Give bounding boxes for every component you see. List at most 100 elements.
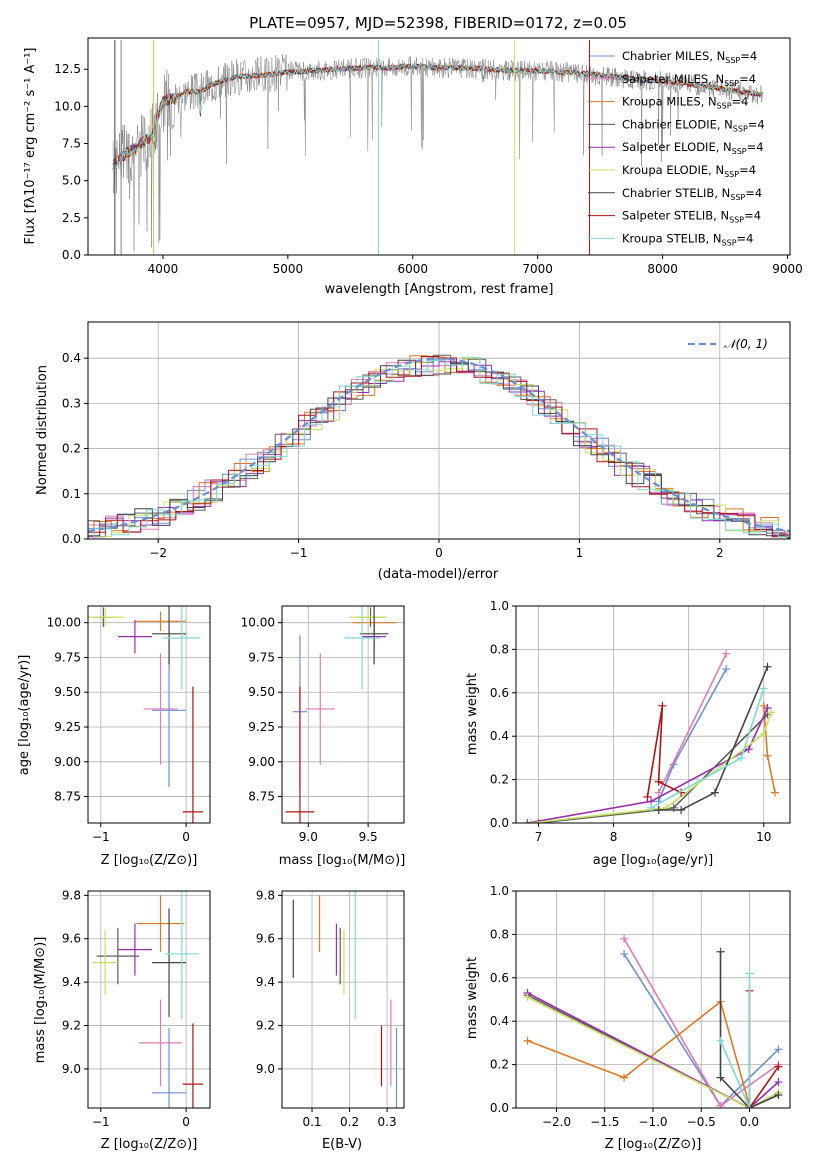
p-wZ-marks xyxy=(523,934,783,1108)
spectrum-panel: 4000 5000 6000 7000 8000 9000 0.0 2.5 5.0 7.5 10.0… xyxy=(23,37,803,297)
age-vs-metallicity-ylabel: age [log₁₀(age/yr)] xyxy=(17,655,32,776)
p-wZ-ticks: −2.0 −1.5 −1.0 −0.5 0.0 0.0 0.2 0.4 0.6 0.8 1.0 xyxy=(490,884,759,1129)
xtick-label: 9.0 xyxy=(299,830,318,844)
xtick-label: −1 xyxy=(92,1115,110,1129)
p-massZ-axes-frame xyxy=(87,890,211,1109)
errorbar-salpeter-miles xyxy=(305,653,335,765)
errorbar-kroupa-stelib xyxy=(344,606,381,690)
spectrum-xtick-label: 7000 xyxy=(522,262,553,276)
ytick-label: 9.0 xyxy=(62,1062,81,1076)
p-massZ-grid xyxy=(88,891,210,1108)
residual-ticks: −2 −1 0 1 2 0.0 0.1 0.2 0.3 0.4 xyxy=(62,351,724,560)
xtick-label: 0 xyxy=(182,830,190,844)
xtick-label: −2.0 xyxy=(542,1115,571,1129)
weight-marker xyxy=(716,947,725,956)
spectrum-ytick-label: 0.0 xyxy=(62,248,81,262)
residual-axes-frame xyxy=(87,321,791,540)
p-massE-ticks: 0.1 0.2 0.3 9.0 9.2 9.4 9.6 9.8 xyxy=(256,888,397,1129)
ytick-label: 1.0 xyxy=(490,884,509,898)
ytick-label: 9.8 xyxy=(62,888,81,902)
weight-marker xyxy=(737,753,746,762)
errorbar-kroupa-miles xyxy=(136,895,185,952)
weight-marker xyxy=(654,788,663,797)
weight-marker xyxy=(722,649,731,658)
weight-line-kroupa-elodie xyxy=(527,708,776,823)
xtick-label: 0 xyxy=(182,1115,190,1129)
spectrum-ytick-label: 10.0 xyxy=(54,99,81,113)
ytick-label: 0.6 xyxy=(490,686,509,700)
age-vs-mass-panel: 9.0 9.5 8.75 9.00 9.25 9.50 9.75 10.00 xyxy=(241,605,405,844)
residual-xlabel: (data-model)/error xyxy=(378,567,499,582)
xtick-label: 8 xyxy=(610,830,618,844)
spectrum-ytick-label: 7.5 xyxy=(62,137,81,151)
weight-vs-age-panel: 7 8 9 10 0.0 0.2 0.4 0.6 0.8 1.0 xyxy=(490,599,791,844)
p-wAge-marks xyxy=(523,649,779,823)
spectrum-xtick-label: 4000 xyxy=(148,262,179,276)
p-massE-axes-frame xyxy=(281,890,405,1109)
weight-marker xyxy=(763,703,772,712)
weight-marker xyxy=(647,803,656,812)
weight-line-kroupa-stelib xyxy=(647,684,768,812)
residual-hist-kroupa-stelib xyxy=(93,356,791,539)
ytick-label: 9.50 xyxy=(54,685,81,699)
ytick-label: 9.75 xyxy=(54,650,81,664)
weight-line-salpeter-stelib xyxy=(643,701,686,801)
errorbar-kroupa-elodie xyxy=(350,607,387,627)
spectrum-plot-area xyxy=(112,40,763,255)
residual-ylabel: Normed distribution xyxy=(35,365,50,495)
weight-vs-age-xlabel: age [log₁₀(age/yr)] xyxy=(593,853,714,868)
ytick-label: 0.0 xyxy=(490,1101,509,1115)
spectrum-ytick-label: 2.5 xyxy=(62,211,81,225)
p-massE-grid xyxy=(282,891,404,1108)
errorbar-salpeter-stelib xyxy=(182,686,204,823)
residual-ytick-label: 0.1 xyxy=(62,487,81,501)
ytick-label: 9.8 xyxy=(256,888,275,902)
spectrum-legend: Chabrier MILES, NSSP=4 Salpeter MILES, NS… xyxy=(588,49,765,247)
ytick-label: 0.2 xyxy=(490,1058,509,1072)
weight-line-salpeter-miles xyxy=(654,649,731,797)
mass-vs-ebv-xlabel: E(B-V) xyxy=(322,1137,362,1152)
ytick-label: 0.2 xyxy=(490,773,509,787)
weight-marker xyxy=(722,664,731,673)
errorbar-chabrier-miles xyxy=(151,1027,187,1108)
residual-hist-salpeter-miles xyxy=(87,361,791,539)
ytick-label: 0.0 xyxy=(490,816,509,830)
ytick-label: 10.00 xyxy=(241,616,275,630)
p-ageM-ticks: 9.0 9.5 8.75 9.00 9.25 9.50 9.75 10.00 xyxy=(241,616,378,844)
p-ageZ-marks xyxy=(88,606,204,823)
ytick-label: 9.75 xyxy=(248,650,275,664)
ytick-label: 9.25 xyxy=(54,720,81,734)
p-ageZ-ticks: −1 0 8.75 9.00 9.25 9.50 9.75 10.00 xyxy=(47,616,190,844)
weight-marker xyxy=(774,1090,783,1099)
ytick-label: 0.8 xyxy=(490,927,509,941)
errorbar-salpeter-miles xyxy=(143,653,178,765)
legend-entry: Chabrier ELODIE, NSSP=4 xyxy=(622,117,765,133)
xtick-label: 7 xyxy=(535,830,543,844)
errorbar-chabrier-stelib xyxy=(359,606,389,665)
ytick-label: 8.75 xyxy=(248,790,275,804)
legend-entry: Kroupa ELODIE, NSSP=4 xyxy=(622,163,756,179)
age-vs-mass-xlabel: mass [log₁₀(M/M⊙)] xyxy=(279,853,406,868)
mass-vs-metallicity-xlabel: Z [log₁₀(Z/Z⊙)] xyxy=(101,1137,198,1152)
weight-marker xyxy=(620,949,629,958)
p-wZ-axes-frame xyxy=(515,890,791,1109)
ytick-label: 0.4 xyxy=(490,1014,509,1028)
legend-entry: Kroupa STELIB, NSSP=4 xyxy=(622,231,753,247)
xtick-label: 9.5 xyxy=(359,830,378,844)
ytick-label: 9.2 xyxy=(62,1019,81,1033)
spectrum-ticks: 4000 5000 6000 7000 8000 9000 0.0 2.5 5.0 7.5 10.0… xyxy=(54,62,802,276)
model-spectrum-salpeter-stelib xyxy=(112,63,763,167)
weight-marker xyxy=(745,1104,754,1108)
errorbar-chabrier-elodie xyxy=(96,927,140,985)
residual-panel: −2 −1 0 1 2 0.0 0.1 0.2 0.3 0.4 𝒩(0, 1) (data-mod… xyxy=(35,321,791,582)
weight-marker xyxy=(620,1073,629,1082)
p-massZ-marks xyxy=(92,891,204,1108)
weight-line-chabrier-stelib xyxy=(654,662,772,814)
errorbar-kroupa-stelib xyxy=(163,606,201,690)
xtick-label: 9 xyxy=(685,830,693,844)
errorbar-salpeter-miles xyxy=(139,999,182,1087)
weight-marker xyxy=(523,1036,532,1045)
p-ageM-marks xyxy=(285,606,396,823)
legend-entry: Chabrier STELIB, NSSP=4 xyxy=(622,186,762,202)
errorbar-kroupa-elodie xyxy=(88,607,124,627)
